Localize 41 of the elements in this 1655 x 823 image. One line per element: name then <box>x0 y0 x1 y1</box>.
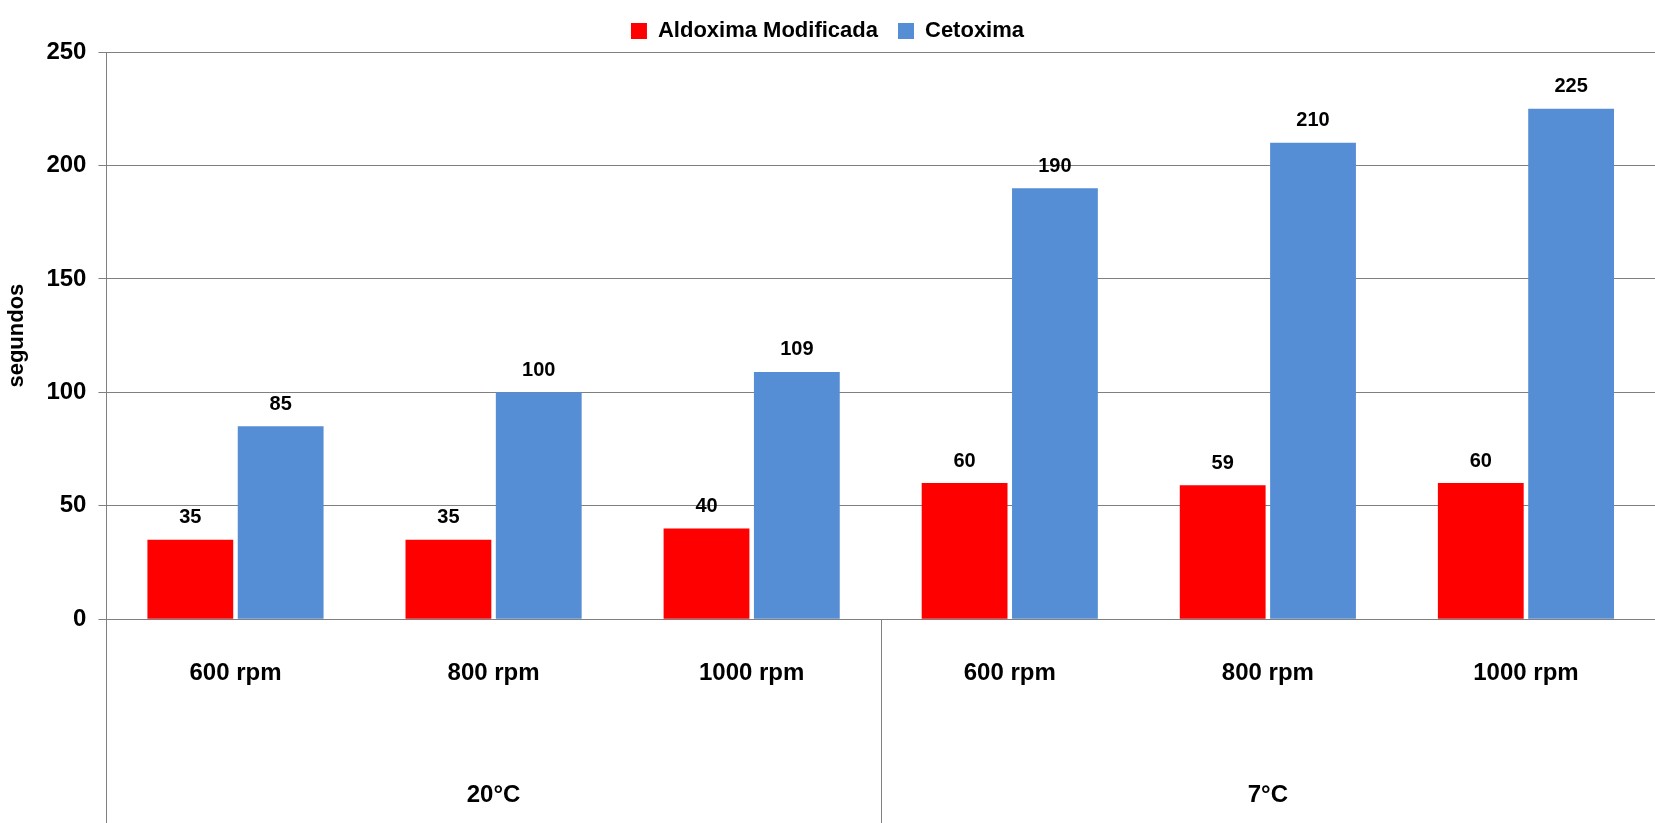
y-tick-label: 0 <box>73 603 87 631</box>
data-label: 225 <box>1554 74 1588 97</box>
bar <box>1012 188 1098 619</box>
bar <box>237 426 324 619</box>
x-tick-label: 800 rpm <box>447 658 540 686</box>
bar <box>1437 483 1524 619</box>
data-label: 210 <box>1296 108 1330 131</box>
x-tick-label: 800 rpm <box>1221 658 1314 686</box>
y-tick-label: 200 <box>46 150 87 178</box>
text: 7°C <box>1247 779 1288 807</box>
data-label: 100 <box>522 357 556 380</box>
x-tick-label: 1000 rpm <box>698 658 805 686</box>
data-label: 60 <box>953 448 976 471</box>
bar <box>147 539 234 619</box>
data-label: 59 <box>1211 450 1234 473</box>
data-label: 85 <box>269 391 292 414</box>
data-label: 109 <box>780 337 814 360</box>
text: 20°C <box>466 779 521 807</box>
y-tick-label: 150 <box>46 263 87 291</box>
data-label: 35 <box>179 505 202 528</box>
bar <box>921 483 1008 619</box>
data-label: 35 <box>437 505 460 528</box>
bar <box>495 392 582 619</box>
y-tick-label: 250 <box>46 36 87 64</box>
y-tick-label: 50 <box>59 490 87 518</box>
legend-label: Aldoxima Modificada <box>657 17 879 43</box>
x-tick-label: 600 rpm <box>189 658 282 686</box>
data-label: 60 <box>1469 448 1492 471</box>
bar <box>1528 108 1615 619</box>
legend-label: Cetoxima <box>925 17 1025 43</box>
bar <box>663 528 750 619</box>
data-label: 190 <box>1038 153 1072 176</box>
bar <box>753 371 840 619</box>
y-axis-title: segundos <box>3 283 29 388</box>
y-tick-label: 100 <box>46 376 87 404</box>
x-tick-label: 600 rpm <box>963 658 1056 686</box>
bar <box>405 539 492 619</box>
bar <box>1179 485 1266 619</box>
x-tick-label: 1000 rpm <box>1473 658 1579 686</box>
data-label: 40 <box>695 493 718 516</box>
bar <box>1270 142 1356 619</box>
